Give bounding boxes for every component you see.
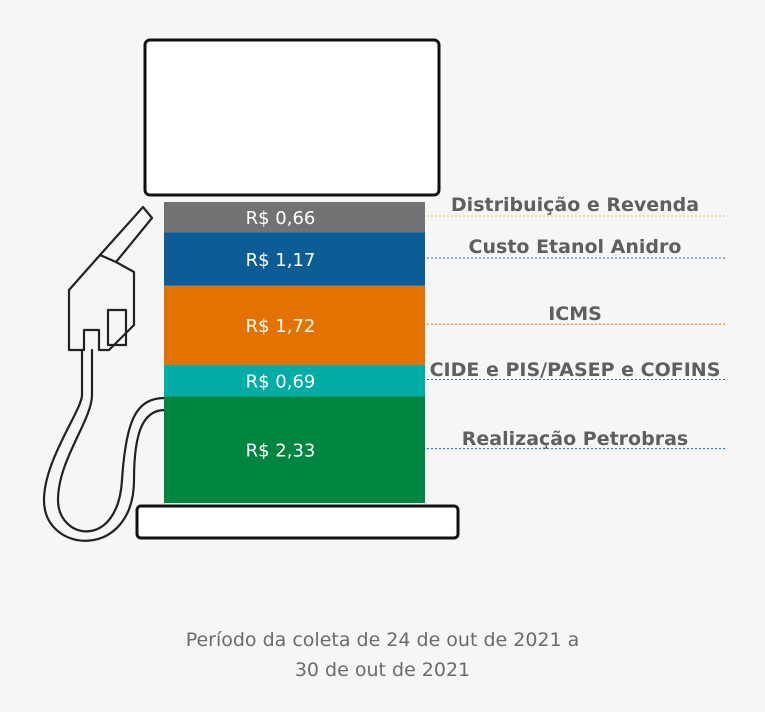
leader-lines	[427, 215, 725, 450]
value-label-cide-e-pis-pasep-e-cofins: R$ 0,69	[246, 371, 316, 392]
category-label-icms: ICMS	[548, 303, 602, 325]
bar-segment-custo-etanol-anidro	[164, 232, 425, 286]
footer-line-1: Período da coleta de 24 de out de 2021 a	[185, 629, 580, 651]
category-label-custo-etanol-anidro: Custo Etanol Anidro	[469, 236, 682, 258]
footer-line-2: 30 de out de 2021	[294, 659, 471, 681]
category-label-distribuicao-e-revenda: Distribuição e Revenda	[451, 194, 699, 216]
fuel-pump-icon	[135, 38, 460, 540]
bar-segment-distribuicao-e-revenda	[164, 202, 425, 233]
category-label-realizacao-petrobras: Realização Petrobras	[462, 428, 688, 450]
fuel-nozzle-icon	[42, 205, 167, 542]
pump-display	[143, 38, 441, 197]
value-label-custo-etanol-anidro: R$ 1,17	[246, 250, 316, 271]
category-label-cide-e-pis-pasep-e-cofins: CIDE e PIS/PASEP e COFINS	[430, 359, 721, 381]
value-label-icms: R$ 1,72	[246, 316, 316, 337]
value-label-distribuicao-e-revenda: R$ 0,66	[246, 208, 316, 229]
stacked-bar: R$ 0,66 R$ 1,17 R$ 1,72 R$ 0,69 R$ 2,33	[164, 202, 425, 503]
value-label-realizacao-petrobras: R$ 2,33	[246, 441, 316, 462]
bar-segment-cide-e-pis-pasep-e-cofins	[164, 364, 425, 397]
category-labels: Distribuição e Revenda Custo Etanol Anidr…	[430, 194, 721, 450]
collection-period-note: Período da coleta de 24 de out de 2021 a…	[0, 625, 765, 685]
chart-svg: R$ 0,66 R$ 1,17 R$ 1,72 R$ 0,69 R$ 2,33 Dist…	[42, 38, 725, 542]
pump-base	[135, 504, 460, 540]
bar-segment-icms	[164, 285, 425, 365]
bar-segment-realizacao-petrobras	[164, 396, 425, 503]
